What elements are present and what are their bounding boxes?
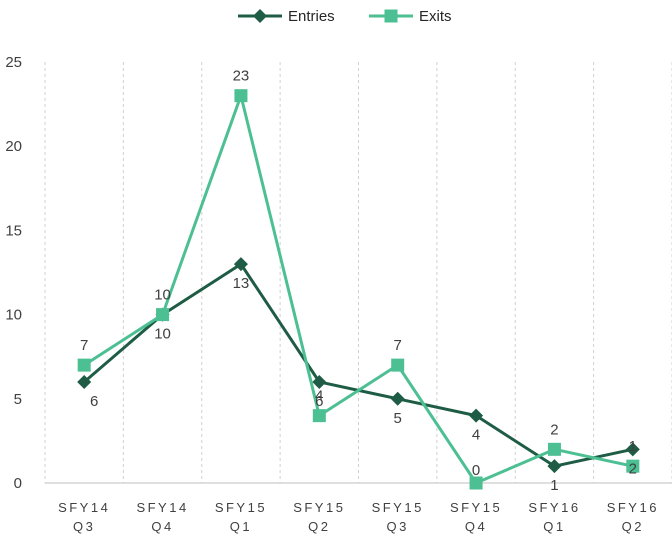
data-label: 2 [550,421,558,438]
series-layer [77,89,640,490]
data-point [253,9,267,23]
y-tick-label: 10 [5,307,22,324]
x-tick-label: Q3 [73,519,95,534]
x-tick-label: Q1 [543,519,565,534]
series-line [83,94,634,485]
data-label: 1 [550,477,558,494]
data-label: 6 [90,393,98,410]
legend-label: Entries [288,8,335,25]
x-tick-label: SFY15 [450,500,502,515]
x-tick-label: SFY14 [58,500,110,515]
y-tick-label: 25 [5,54,22,71]
data-point [384,9,398,23]
data-label: 5 [394,410,402,427]
data-point [625,442,640,457]
data-label: 2 [629,460,637,477]
data-point [547,442,561,456]
data-point [77,374,92,389]
data-point [390,391,405,406]
x-tick-label: Q4 [151,519,173,534]
x-tick-label: SFY15 [215,500,267,515]
data-label: 0 [472,462,480,479]
y-tick-label: 5 [14,391,22,408]
data-label: 23 [233,68,250,85]
data-point [312,409,326,423]
y-tick-label: 0 [14,475,22,492]
data-point [391,358,405,372]
data-point [626,459,640,473]
x-tick-label: SFY16 [607,500,659,515]
legend-item-exits: Exits [369,8,452,25]
data-point [234,89,248,103]
data-label: 7 [394,337,402,354]
data-label: 1 [629,438,637,455]
x-tick-label: Q4 [465,519,487,534]
data-label: 4 [315,388,323,405]
y-tick-label: 20 [5,138,22,155]
x-tick-label: SFY15 [372,500,424,515]
y-tick-label: 15 [5,222,22,239]
x-tick-label: SFY16 [528,500,580,515]
data-label: 10 [154,326,171,343]
x-tick-label: Q1 [230,519,252,534]
data-labels-layer: 6 10 13 6 5 4 1 2 7 10 23 4 7 0 2 1 [80,68,637,494]
legend-label: Exits [419,8,452,25]
data-point [156,308,170,322]
series-exits [77,89,640,490]
data-point [233,257,248,272]
data-point [312,374,327,389]
data-label: 7 [80,337,88,354]
x-tick-label: SFY14 [136,500,188,515]
data-label: 13 [233,275,250,292]
x-tick-label: Q3 [387,519,409,534]
vertical-gridlines [44,62,672,483]
x-tick-label: Q2 [622,519,644,534]
data-point [469,408,484,423]
data-label: 4 [472,427,480,444]
x-axis: SFY14 Q3 SFY14 Q4 SFY15 Q1 SFY15 Q2 SFY15 Q3 SFY15… [45,482,672,534]
data-label: 10 [154,287,171,304]
chart-legend: Entries Exits [238,8,452,25]
data-point [469,476,483,490]
data-point [547,459,562,474]
legend-item-entries: Entries [238,8,335,25]
x-tick-label: SFY15 [293,500,345,515]
x-tick-label: Q2 [308,519,330,534]
data-point [77,358,91,372]
data-label: 6 [315,393,323,410]
y-axis: 0 5 10 15 20 25 [5,54,22,492]
